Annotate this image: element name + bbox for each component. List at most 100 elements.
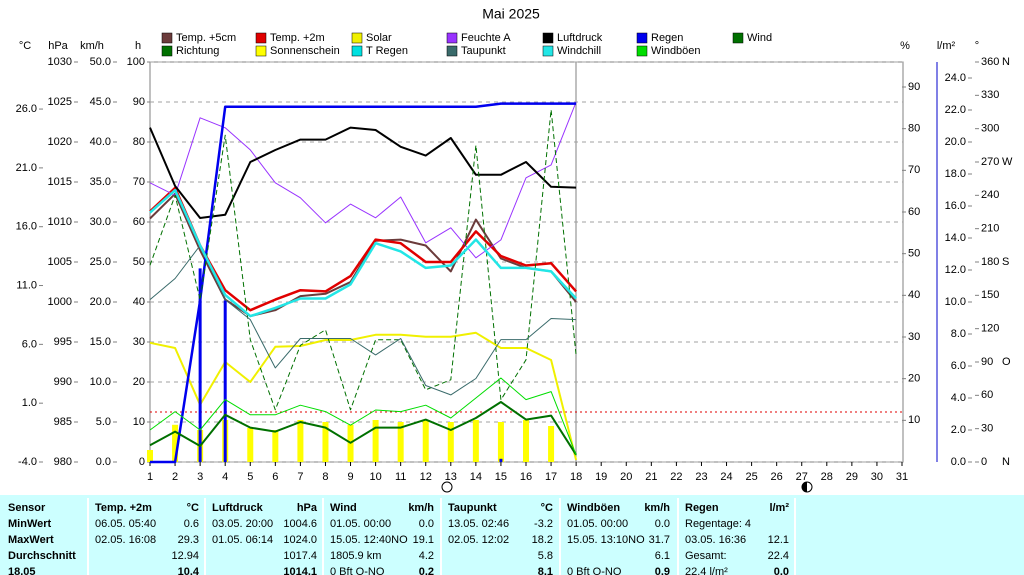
legend-label: Wind	[747, 32, 772, 44]
x-tick-label: 13	[445, 471, 457, 483]
y-tick-label: 15.0	[90, 336, 111, 348]
rain-bar	[223, 300, 227, 462]
legend-label: Taupunkt	[461, 45, 506, 57]
y-tick-label: 60	[908, 206, 920, 218]
legend-label: Temp. +2m	[270, 32, 325, 44]
cell-value: 1024.0	[283, 534, 317, 546]
series-line	[149, 377, 577, 455]
y-tick-label: 80	[133, 136, 145, 148]
cell-value: 1004.6	[283, 518, 317, 530]
legend-label: T Regen	[366, 45, 408, 57]
y-tick-label: 11.0	[16, 279, 37, 291]
y-tick-label: 5.0	[96, 416, 111, 428]
legend-label: Feuchte A	[461, 32, 511, 44]
y-tick-label: 1025	[48, 96, 72, 108]
cell-text: 15.05. 12:40NO	[330, 534, 408, 546]
legend-label: Temp. +5cm	[176, 32, 236, 44]
series-line	[149, 331, 578, 461]
y-tick-label: 270	[981, 156, 999, 168]
legend-label: Windchill	[557, 45, 601, 57]
legend-swatch	[446, 45, 458, 57]
y-tick-label: 995	[54, 336, 72, 348]
y-tick-label: 30.0	[90, 216, 111, 228]
legend-swatch	[636, 32, 648, 44]
series-line	[150, 102, 577, 464]
cell-text: 02.05. 12:02	[448, 534, 509, 546]
y-tick-label: 180	[981, 256, 999, 268]
y-tick-label: 1005	[48, 256, 72, 268]
cell-value: 6.1	[655, 550, 670, 562]
sunshine-bar	[447, 422, 454, 462]
y-tick-label: 45.0	[90, 96, 111, 108]
x-tick-label: 7	[297, 471, 303, 483]
y-tick-label: -4.0	[18, 456, 37, 468]
table-header: Regen	[685, 502, 719, 514]
cell-text: Gesamt:	[685, 550, 727, 562]
cell-value: 22.4	[768, 550, 789, 562]
table-header-unit: hPa	[297, 502, 318, 514]
row-label: Durchschnitt	[8, 550, 76, 562]
cell-text: 03.05. 16:36	[685, 534, 746, 546]
y-tick-label: 25.0	[90, 256, 111, 268]
y-tick-label: 990	[54, 376, 72, 388]
sunshine-bar	[172, 424, 179, 462]
cell-text: 02.05. 16:08	[95, 534, 156, 546]
cell-value: 5.8	[538, 550, 553, 562]
direction-label: O	[1002, 356, 1011, 368]
sunshine-bar	[548, 426, 555, 462]
cell-value: 12.1	[768, 534, 789, 546]
cell-text: 22.4 l/m²	[685, 566, 728, 575]
y-tick-label: 6.0	[22, 338, 37, 350]
x-tick-label: 24	[720, 471, 732, 483]
legend-swatch	[255, 32, 267, 44]
y-tick-label: 20	[133, 376, 145, 388]
y-tick-label: 14.0	[945, 232, 966, 244]
y-tick-label: 6.0	[951, 360, 966, 372]
y-tick-label: 0	[139, 456, 145, 468]
cell-text: 01.05. 00:00	[567, 518, 628, 530]
cell-value: 19.1	[413, 534, 434, 546]
sunshine-bar	[322, 422, 329, 462]
direction-label: S	[1002, 256, 1009, 268]
sunshine-bar	[372, 420, 379, 462]
x-tick-label: 5	[247, 471, 253, 483]
cell-text: 03.05. 20:00	[212, 518, 273, 530]
x-tick-label: 29	[846, 471, 858, 483]
x-tick-label: 15	[495, 471, 507, 483]
table-header: Temp. +2m	[95, 502, 152, 514]
series-line	[149, 186, 578, 312]
cell-value: 12.94	[171, 550, 199, 562]
legend-swatch	[161, 32, 173, 44]
y-tick-label: 30	[133, 336, 145, 348]
table-header: Windböen	[567, 502, 620, 514]
y-tick-label: 50.0	[90, 56, 111, 68]
cell-text: 13.05. 02:46	[448, 518, 509, 530]
y-tick-label: 980	[54, 456, 72, 468]
sunshine-bar	[247, 428, 254, 462]
x-tick-label: 27	[796, 471, 808, 483]
x-tick-label: 10	[369, 471, 381, 483]
axis-label: °	[975, 40, 979, 52]
y-tick-label: 40	[908, 289, 920, 301]
y-tick-label: 4.0	[951, 392, 966, 404]
table-header: Wind	[330, 502, 357, 514]
sunshine-bar	[472, 420, 479, 462]
cell-text: 01.05. 00:00	[330, 518, 391, 530]
table-header-unit: km/h	[644, 502, 670, 514]
legend-swatch	[351, 45, 363, 57]
y-tick-label: 50	[133, 256, 145, 268]
series-line	[149, 188, 578, 318]
x-tick-label: 8	[322, 471, 328, 483]
sunshine-bar	[497, 422, 504, 462]
row-label: MinWert	[8, 518, 52, 530]
series-line	[149, 126, 577, 219]
cell-text: 0 Bft O-NO	[330, 566, 385, 575]
x-tick-label: 23	[695, 471, 707, 483]
y-tick-label: 35.0	[90, 176, 111, 188]
cell-value: 1014.1	[283, 566, 317, 575]
axis-label: l/m²	[937, 40, 956, 52]
y-tick-label: 70	[133, 176, 145, 188]
x-tick-label: 30	[871, 471, 883, 483]
y-tick-label: 210	[981, 223, 999, 235]
